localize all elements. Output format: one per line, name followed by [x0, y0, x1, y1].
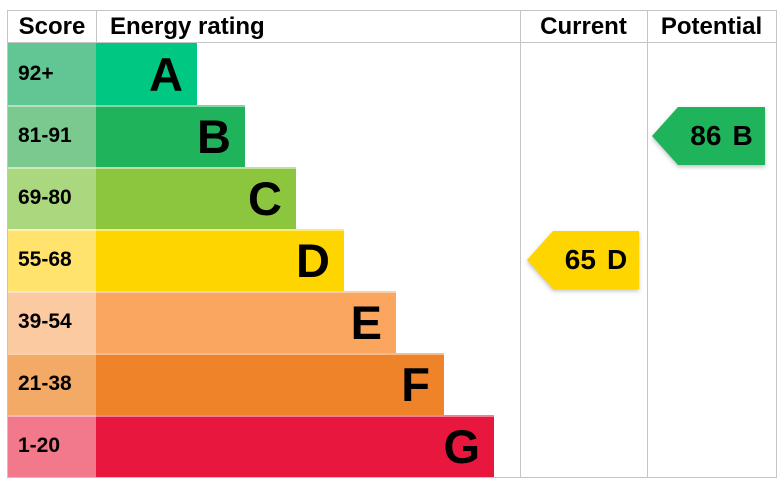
score-range: 92+ — [8, 43, 96, 105]
potential-rating-arrow: 86 B — [652, 107, 765, 165]
band-bar: G — [96, 415, 494, 477]
band-row-b: 81-91 B — [8, 105, 520, 167]
score-range: 81-91 — [8, 105, 96, 167]
band-letter: B — [197, 109, 231, 163]
potential-score-value: 86 — [690, 120, 722, 151]
band-letter: F — [401, 357, 430, 411]
band-letter: C — [248, 171, 282, 225]
current-score-value: 65 — [564, 244, 596, 275]
potential-rating-letter: B — [732, 120, 753, 151]
band-row-d: 55-68 D — [8, 229, 520, 291]
band-row-g: 1-20 G — [8, 415, 520, 477]
potential-arrow-shape: 86 B — [652, 107, 765, 165]
band-bar: B — [96, 105, 245, 167]
current-arrow-shape: 65 D — [527, 231, 639, 289]
score-range: 55-68 — [8, 229, 96, 291]
band-row-e: 39-54 E — [8, 291, 520, 353]
band-row-c: 69-80 C — [8, 167, 520, 229]
score-range: 39-54 — [8, 291, 96, 353]
band-bar: F — [96, 353, 444, 415]
score-range: 21-38 — [8, 353, 96, 415]
band-row-f: 21-38 F — [8, 353, 520, 415]
band-rows: 92+ A 81-91 B 69-80 C 55-68 D 39-54 E 21… — [8, 43, 520, 477]
current-rating-letter: D — [606, 244, 628, 275]
band-bar: E — [96, 291, 396, 353]
score-column-divider — [96, 11, 97, 42]
header-energy-rating: Energy rating — [110, 12, 265, 40]
header-divider-line — [8, 42, 776, 43]
band-bar: C — [96, 167, 296, 229]
current-rating-arrow: 65 D — [527, 231, 639, 289]
table-header: Score Energy rating Current Potential — [8, 11, 776, 42]
band-bar: A — [96, 43, 197, 105]
epc-table: Score Energy rating Current Potential 92… — [7, 10, 777, 478]
band-letter: D — [296, 233, 330, 287]
band-bar: D — [96, 229, 344, 291]
band-row-a: 92+ A — [8, 43, 520, 105]
potential-column-divider — [647, 11, 648, 477]
header-score: Score — [18, 12, 86, 40]
band-letter: A — [149, 47, 183, 101]
score-range: 69-80 — [8, 167, 96, 229]
current-column-divider — [520, 11, 521, 477]
band-letter: E — [350, 295, 382, 349]
band-letter: G — [443, 419, 480, 473]
header-potential: Potential — [660, 12, 763, 40]
header-current: Current — [540, 12, 627, 40]
score-range: 1-20 — [8, 415, 96, 477]
